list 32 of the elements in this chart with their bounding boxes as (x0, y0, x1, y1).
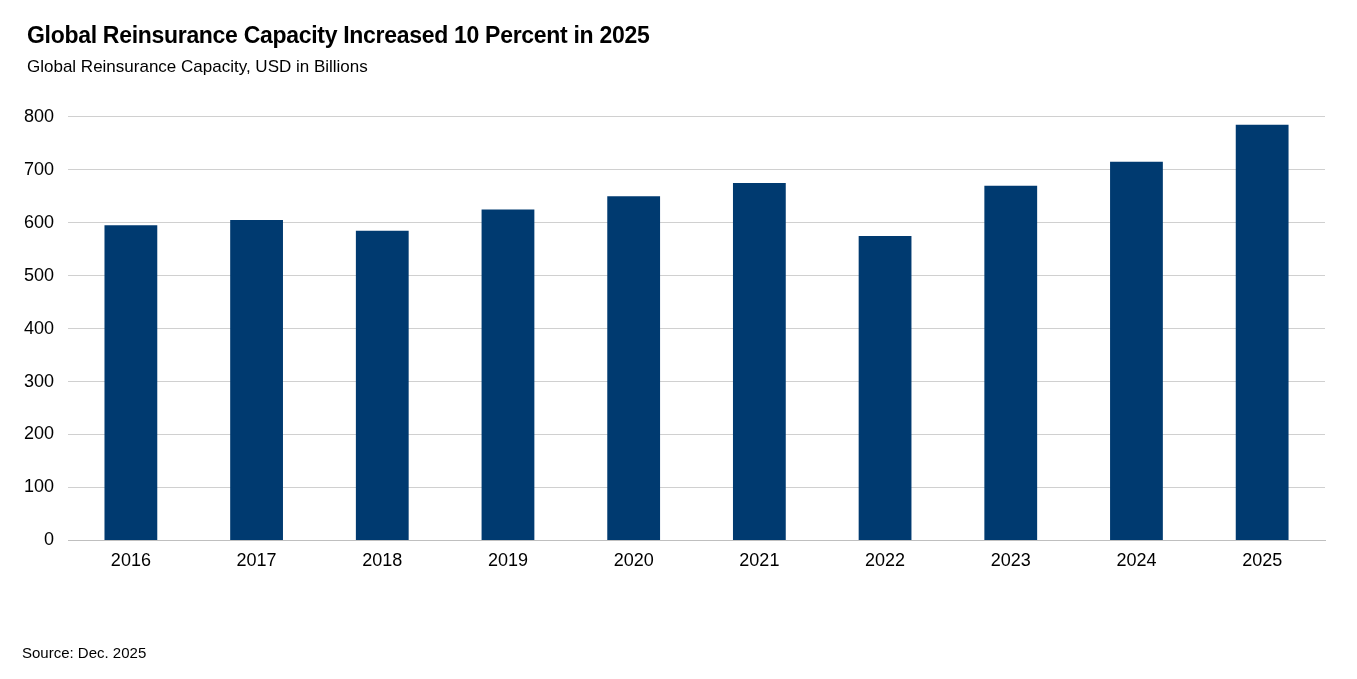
x-tick-label: 2024 (1116, 550, 1157, 571)
y-tick-label: 100 (23, 476, 55, 497)
y-tick-label: 0 (44, 529, 55, 550)
y-tick-label: 600 (23, 211, 55, 232)
y-tick-label: 200 (23, 423, 55, 444)
bar (1110, 161, 1163, 540)
x-tick-label: 2016 (110, 550, 151, 571)
x-tick-label: 2020 (613, 550, 654, 571)
x-tick-label: 2021 (739, 550, 780, 571)
bar (1235, 124, 1289, 540)
y-tick-label: 300 (23, 370, 55, 391)
bar (858, 235, 912, 540)
y-tick-label: 700 (23, 158, 55, 179)
x-tick-label: 2019 (487, 550, 528, 571)
bar (481, 209, 535, 540)
x-tick-label: 2017 (236, 550, 277, 571)
bar (230, 220, 283, 540)
x-tick-label: 2023 (990, 550, 1031, 571)
y-tick-label: 800 (23, 105, 55, 126)
bar (607, 196, 661, 540)
bar (984, 185, 1038, 540)
y-tick-label: 500 (23, 264, 55, 285)
bar (355, 230, 409, 540)
y-tick-label: 400 (23, 317, 55, 338)
chart-title: Global Reinsurance Capacity Increased 10 Percent in 2025 (27, 22, 650, 49)
x-tick-label: 2025 (1242, 550, 1283, 571)
x-tick-label: 2022 (865, 550, 906, 571)
x-tick-label: 2018 (362, 550, 403, 571)
bar (732, 182, 786, 540)
chart-subtitle: Global Reinsurance Capacity, USD in Billions (27, 57, 368, 77)
bar (104, 225, 158, 540)
source-note: Source: Dec. 2025 (22, 644, 147, 661)
